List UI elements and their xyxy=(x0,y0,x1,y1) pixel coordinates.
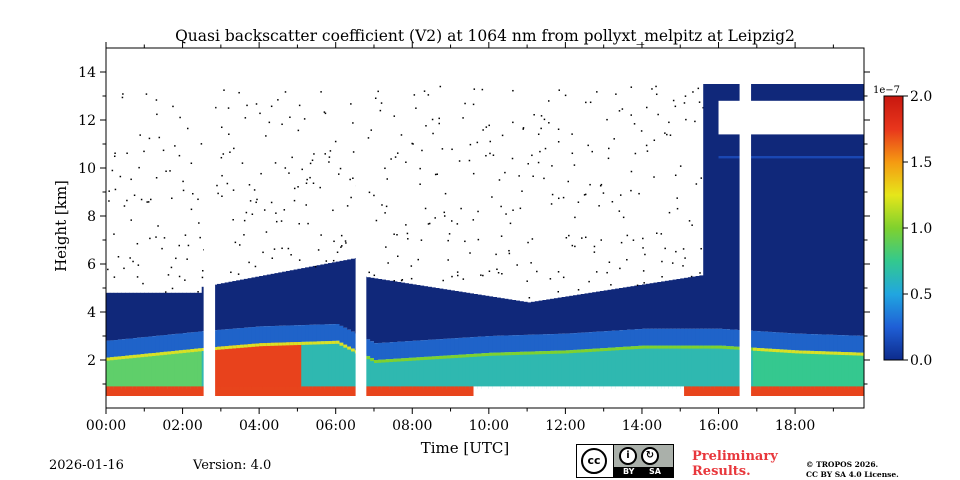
x-tick-label: 02:00 xyxy=(162,418,202,434)
y-axis-label: Height [km] xyxy=(52,180,70,272)
y-tick-label: 10 xyxy=(78,161,96,177)
preliminary-line-1: Preliminary xyxy=(692,449,778,464)
x-tick-label: 04:00 xyxy=(239,418,279,434)
y-tick-label: 2 xyxy=(87,353,96,369)
x-tick-label: 06:00 xyxy=(316,418,356,434)
cc-icon: cc xyxy=(581,448,607,474)
x-axis-label: Time [UTC] xyxy=(421,439,510,457)
data-gap xyxy=(739,48,752,408)
colorbar-tick-label: 0.5 xyxy=(910,287,932,303)
plot-frame xyxy=(105,47,865,409)
y-tick-label: 4 xyxy=(87,305,96,321)
cc-license-badge: cc i ↻ BY SA xyxy=(576,444,674,478)
share-alike-icon: ↻ xyxy=(641,447,659,465)
colorbar-tick-label: 0.0 xyxy=(910,353,932,369)
date-label: 2026-01-16 xyxy=(49,458,124,473)
colorbar-tick-label: 1.0 xyxy=(910,221,932,237)
x-tick-label: 16:00 xyxy=(698,418,738,434)
colorbar-tick-label: 2.0 xyxy=(910,89,932,105)
x-tick-label: 00:00 xyxy=(86,418,126,434)
version-label: Version: 4.0 xyxy=(193,458,272,473)
colorbar xyxy=(883,95,904,361)
preliminary-note: Preliminary Results. xyxy=(692,449,778,479)
license-line-2: CC BY SA 4.0 License. xyxy=(806,470,899,479)
y-tick-label: 8 xyxy=(87,209,96,225)
x-tick-label: 08:00 xyxy=(392,418,432,434)
license-note: © TROPOS 2026. CC BY SA 4.0 License. xyxy=(806,460,899,480)
y-tick-label: 12 xyxy=(78,113,96,129)
colorbar-tick-label: 1.5 xyxy=(910,155,932,171)
y-tick-label: 6 xyxy=(87,257,96,273)
heatmap-cells xyxy=(106,48,865,408)
x-tick-label: 18:00 xyxy=(775,418,815,434)
data-gap xyxy=(203,48,216,408)
by-label: BY xyxy=(623,467,635,476)
x-tick-label: 10:00 xyxy=(469,418,509,434)
preliminary-line-2: Results. xyxy=(692,464,751,479)
chart-title: Quasi backscatter coefficient (V2) at 10… xyxy=(175,27,795,45)
colorbar-exponent: 1e−7 xyxy=(873,85,900,96)
data-gap xyxy=(355,48,367,408)
by-person-icon: i xyxy=(619,447,637,465)
x-tick-label: 12:00 xyxy=(545,418,585,434)
y-tick-label: 14 xyxy=(78,65,96,81)
sa-label: SA xyxy=(649,467,661,476)
x-tick-label: 14:00 xyxy=(622,418,662,434)
license-line-1: © TROPOS 2026. xyxy=(806,460,879,469)
